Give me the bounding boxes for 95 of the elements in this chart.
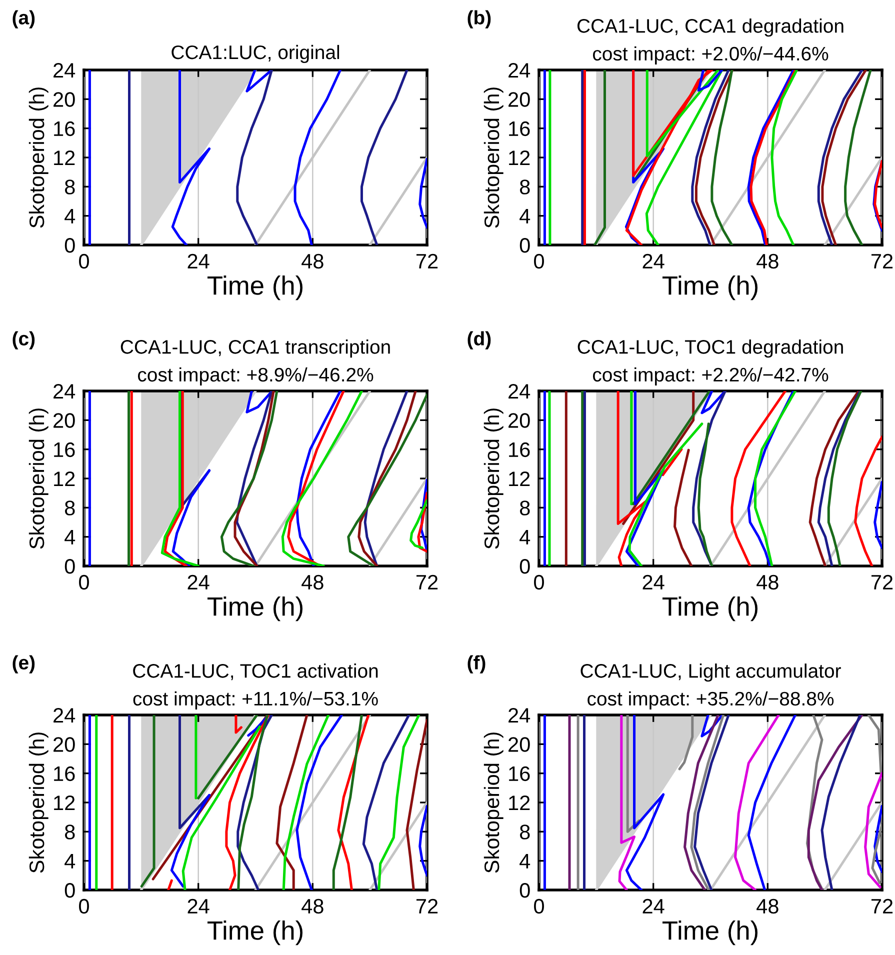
y-tick-label: 4 xyxy=(520,530,530,544)
y-tick-label: 8 xyxy=(520,824,530,840)
x-tick-label: 24 xyxy=(642,574,664,590)
y-tick-label: 0 xyxy=(64,883,75,898)
y-tick-label: 16 xyxy=(509,121,530,136)
x-tick-label: 0 xyxy=(534,898,544,914)
x-tick-label: 24 xyxy=(642,898,664,914)
y-axis-title: Skotoperiod (h) xyxy=(484,88,504,228)
y-tick-label: 12 xyxy=(54,796,75,810)
y-tick-label: 4 xyxy=(64,854,76,868)
x-tick-label: 0 xyxy=(534,254,544,269)
y-tick-label: 8 xyxy=(64,500,75,516)
text: (d) xyxy=(468,331,491,350)
y-tick-label: 16 xyxy=(509,766,530,782)
chart-title: CCA1:LUC, original xyxy=(172,44,340,64)
x-tick-label: 48 xyxy=(756,574,778,590)
y-tick-label: 24 xyxy=(508,63,530,78)
y-tick-label: 16 xyxy=(54,766,75,782)
text: (a) xyxy=(12,10,35,28)
chart-title: CCA1-LUC, TOC1 activation xyxy=(133,664,378,680)
x-tick-label: 0 xyxy=(79,898,89,914)
chart-title: CCA1-LUC, TOC1 degradation xyxy=(578,340,843,358)
x-tick-label: 24 xyxy=(188,898,210,914)
y-tick-label: 12 xyxy=(509,472,530,486)
x-axis-title: Time (h) xyxy=(662,276,758,300)
y-tick-label: 20 xyxy=(508,413,530,428)
y-tick-label: 12 xyxy=(54,150,75,166)
y-tick-label: 8 xyxy=(520,500,530,516)
chart-title: CCA1-LUC, CCA1 degradation xyxy=(577,18,844,37)
x-axis-title: Time (h) xyxy=(662,920,758,946)
y-tick-label: 12 xyxy=(509,150,530,166)
x-tick-label: 0 xyxy=(534,574,544,590)
x-tick-label: 48 xyxy=(756,898,778,914)
y-axis-title: Skotoperiod (h) xyxy=(28,88,48,228)
y-axis-title: Skotoperiod (h) xyxy=(28,408,48,549)
y-tick-label: 20 xyxy=(54,413,75,428)
y-tick-label: 0 xyxy=(520,559,530,574)
y-tick-label: 20 xyxy=(54,737,75,752)
x-tick-label: 72 xyxy=(416,254,438,268)
y-tick-label: 12 xyxy=(54,472,75,486)
y-tick-label: 20 xyxy=(508,92,530,107)
x-tick-label: 72 xyxy=(416,898,438,914)
chart-subtitle: cost impact: +35.2%/−88.8% xyxy=(588,691,834,710)
chart-subtitle: cost impact: +11.1%/−53.1% xyxy=(133,691,378,710)
x-tick-label: 72 xyxy=(871,254,893,268)
y-tick-label: 0 xyxy=(520,883,530,898)
y-axis-title: Skotoperiod (h) xyxy=(484,408,504,549)
chart-subtitle: cost impact: +8.9%/−46.2% xyxy=(138,367,374,386)
x-tick-label: 48 xyxy=(302,574,324,590)
x-tick-label: 24 xyxy=(188,254,210,268)
x-tick-label: 72 xyxy=(416,574,438,590)
y-tick-label: 24 xyxy=(54,384,76,399)
x-axis-title: Time (h) xyxy=(207,596,302,622)
y-tick-label: 8 xyxy=(64,824,75,840)
x-axis-title: Time (h) xyxy=(207,276,302,300)
y-tick-label: 0 xyxy=(64,238,75,253)
y-tick-label: 24 xyxy=(54,708,76,723)
y-tick-label: 24 xyxy=(54,63,76,78)
y-tick-label: 20 xyxy=(54,92,75,107)
text: (b) xyxy=(468,10,491,28)
x-tick-label: 24 xyxy=(642,254,664,268)
y-tick-label: 20 xyxy=(508,737,530,752)
y-axis-title: Skotoperiod (h) xyxy=(28,732,48,873)
y-tick-label: 24 xyxy=(508,708,530,723)
chart-title: CCA1-LUC, Light accumulator xyxy=(580,664,841,682)
y-tick-label: 4 xyxy=(64,209,76,224)
y-tick-label: 8 xyxy=(64,180,75,194)
chart-title: CCA1-LUC, CCA1 transcription xyxy=(120,340,390,358)
y-tick-label: 4 xyxy=(64,530,76,544)
y-tick-label: 8 xyxy=(520,180,530,194)
text: (e) xyxy=(12,655,35,674)
text: (f) xyxy=(468,655,486,674)
y-tick-label: 12 xyxy=(509,796,530,810)
x-tick-label: 72 xyxy=(871,898,893,914)
x-axis-title: Time (h) xyxy=(207,920,302,946)
x-tick-label: 48 xyxy=(302,898,324,914)
x-tick-label: 48 xyxy=(756,254,778,269)
chart-subtitle: cost impact: +2.2%/−42.7% xyxy=(592,367,828,386)
y-tick-label: 16 xyxy=(54,121,75,136)
y-tick-label: 4 xyxy=(520,209,530,224)
x-tick-label: 48 xyxy=(302,254,324,269)
y-tick-label: 0 xyxy=(520,238,530,253)
y-axis-title: Skotoperiod (h) xyxy=(484,732,504,873)
text: (c) xyxy=(12,331,35,350)
x-tick-label: 72 xyxy=(871,574,893,590)
x-axis-title: Time (h) xyxy=(662,596,758,622)
y-tick-label: 0 xyxy=(64,559,75,574)
y-tick-label: 4 xyxy=(520,854,530,868)
y-tick-label: 16 xyxy=(54,442,75,458)
y-tick-label: 24 xyxy=(508,384,530,399)
y-tick-label: 16 xyxy=(509,442,530,458)
x-tick-label: 24 xyxy=(188,574,210,590)
x-tick-label: 0 xyxy=(79,254,89,269)
x-tick-label: 0 xyxy=(79,574,89,590)
chart-subtitle: cost impact: +2.0%/−44.6% xyxy=(592,46,828,64)
